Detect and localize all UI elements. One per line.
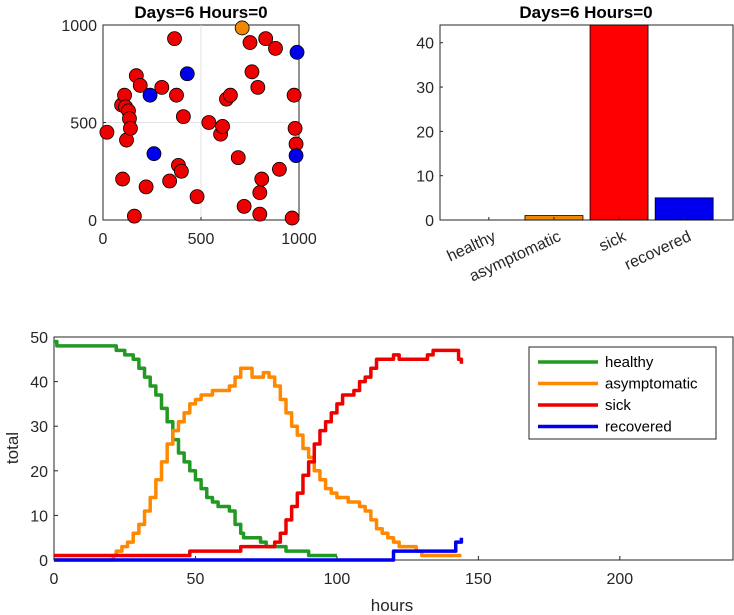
- person-point: [123, 120, 138, 136]
- line-panel: 0 50 100 150 200 0 10 20 30 40 50 hours total heal…: [3, 330, 734, 615]
- person-point: [126, 208, 142, 224]
- y-tick-label: 0: [88, 213, 97, 230]
- person-point: [284, 210, 300, 226]
- category-label: recovered: [622, 228, 694, 273]
- person-point: [250, 80, 266, 95]
- x-tick-label: 200: [606, 571, 633, 588]
- y-tick-label: 10: [30, 508, 48, 525]
- legend-label-recovered: recovered: [605, 419, 672, 436]
- legend-label-healthy: healthy: [605, 354, 654, 371]
- y-tick-label: 40: [30, 375, 48, 392]
- x-tick-label: 50: [187, 571, 205, 588]
- person-point: [138, 179, 154, 195]
- person-point: [189, 189, 205, 205]
- x-tick-label: 1000: [281, 231, 317, 248]
- y-tick-label: 40: [416, 36, 434, 53]
- category-label: sick: [597, 228, 630, 255]
- person-point: [201, 115, 217, 130]
- scatter-title: Days=6 Hours=0: [134, 3, 267, 22]
- person-point: [271, 161, 287, 177]
- person-point: [252, 185, 268, 201]
- y-tick-label: 20: [416, 124, 434, 141]
- bar-title: Days=6 Hours=0: [519, 3, 652, 22]
- person-point: [234, 20, 250, 36]
- person-point: [287, 120, 303, 136]
- person-point: [268, 41, 283, 56]
- x-axis-label: hours: [371, 596, 414, 615]
- y-tick-label: 50: [30, 330, 48, 347]
- x-tick-label: 100: [324, 571, 351, 588]
- person-point: [230, 150, 246, 166]
- y-tick-label: 20: [30, 464, 48, 481]
- scatter-panel: 00 500 500 1000 1000 Days=6 Hours=0: [61, 3, 316, 248]
- person-point: [175, 109, 191, 125]
- legend: healthy asymptomatic sick recovered: [528, 346, 717, 440]
- series-line-asymptomatic: [54, 366, 462, 562]
- person-point: [146, 146, 162, 162]
- x-tick-label: 0: [50, 571, 59, 588]
- bar-sick: [589, 24, 649, 221]
- person-point: [286, 87, 302, 103]
- series-line-sick: [54, 348, 464, 558]
- person-point: [173, 163, 189, 179]
- x-tick-label: 150: [465, 571, 492, 588]
- person-point: [288, 148, 304, 164]
- y-tick-label: 0: [39, 553, 48, 570]
- legend-label-sick: sick: [605, 397, 631, 414]
- person-point: [258, 31, 274, 47]
- person-point: [132, 78, 148, 93]
- person-point: [179, 66, 195, 82]
- y-tick-label: 0: [425, 213, 434, 230]
- person-point: [99, 124, 115, 140]
- y-axis-label: total: [3, 432, 22, 464]
- y-tick-label: 1000: [61, 18, 97, 35]
- person-point: [142, 87, 158, 103]
- person-point: [236, 198, 252, 214]
- person-point: [115, 171, 130, 187]
- y-tick-label: 30: [30, 419, 48, 436]
- bar-recovered: [654, 197, 714, 221]
- person-point: [215, 119, 230, 134]
- person-point: [222, 87, 238, 103]
- y-tick-label: 500: [70, 116, 97, 133]
- person-point: [242, 35, 258, 50]
- person-point: [254, 171, 270, 187]
- series-line-recovered: [54, 537, 464, 562]
- x-tick-label: 0: [99, 231, 108, 248]
- person-point: [154, 80, 170, 95]
- legend-label-asymptomatic: asymptomatic: [605, 376, 698, 393]
- x-tick-label: 500: [188, 231, 215, 248]
- person-point: [289, 44, 305, 60]
- person-point: [252, 206, 268, 222]
- person-point: [169, 87, 184, 103]
- person-point: [244, 64, 260, 80]
- y-tick-label: 30: [416, 80, 434, 97]
- person-point: [167, 31, 182, 47]
- bar-axes-box: [439, 24, 734, 221]
- y-tick-label: 10: [416, 169, 434, 186]
- series-line-healthy: [54, 339, 337, 558]
- person-point: [162, 173, 178, 189]
